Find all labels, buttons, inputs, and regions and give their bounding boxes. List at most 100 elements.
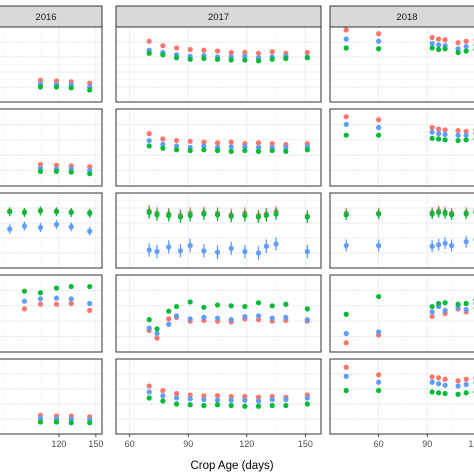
data-point-s2 bbox=[201, 143, 207, 149]
data-point-s3 bbox=[283, 55, 289, 62]
panel-2016-row-2 bbox=[0, 108, 103, 187]
data-point-s2 bbox=[68, 416, 74, 422]
data-point-s3 bbox=[228, 148, 234, 154]
data-point-s1 bbox=[442, 376, 448, 382]
data-point-s2 bbox=[146, 325, 152, 331]
x-tick-label: 120 bbox=[239, 439, 254, 449]
data-point-s3 bbox=[343, 45, 349, 51]
data-point-s3 bbox=[304, 401, 310, 407]
data-point-s2 bbox=[242, 53, 248, 59]
data-point-s3 bbox=[201, 211, 207, 217]
data-point-s1 bbox=[53, 162, 60, 168]
data-point-s2 bbox=[173, 313, 180, 319]
panel-2018-row-1 bbox=[329, 26, 474, 103]
data-point-s1 bbox=[429, 313, 435, 320]
data-point-s2 bbox=[154, 330, 160, 337]
data-point-s3 bbox=[429, 135, 435, 141]
data-point-s3 bbox=[429, 211, 435, 217]
data-point-s2 bbox=[304, 395, 310, 401]
data-point-s2 bbox=[228, 397, 234, 403]
data-point-s3 bbox=[442, 390, 448, 397]
data-point-s1 bbox=[37, 301, 44, 307]
data-point-s3 bbox=[463, 390, 469, 396]
data-point-s2 bbox=[255, 313, 262, 319]
data-point-s2 bbox=[442, 307, 448, 314]
data-point-s2 bbox=[436, 242, 442, 248]
data-point-s3 bbox=[448, 212, 455, 218]
data-point-s1 bbox=[376, 117, 382, 123]
data-point-s1 bbox=[455, 378, 461, 384]
data-point-s2 bbox=[442, 240, 448, 246]
panel-border bbox=[329, 108, 474, 187]
data-point-s3 bbox=[242, 303, 248, 310]
data-point-s2 bbox=[214, 315, 221, 321]
data-point-s1 bbox=[436, 126, 442, 132]
data-point-s2 bbox=[255, 398, 262, 404]
data-point-s3 bbox=[160, 398, 166, 404]
data-point-s3 bbox=[455, 49, 461, 56]
data-point-s2 bbox=[255, 250, 262, 256]
data-point-s2 bbox=[160, 141, 166, 148]
panel-2017-row-4 bbox=[115, 274, 322, 353]
data-point-s1 bbox=[463, 128, 469, 134]
data-point-s3 bbox=[214, 402, 221, 408]
data-point-s1 bbox=[146, 38, 152, 44]
panel-border bbox=[0, 358, 103, 435]
data-point-s3 bbox=[173, 55, 180, 61]
data-point-s1 bbox=[376, 31, 382, 37]
data-point-s3 bbox=[269, 402, 275, 409]
data-point-s2 bbox=[160, 393, 166, 399]
x-tick-label: 120 bbox=[468, 439, 474, 449]
data-point-s1 bbox=[154, 335, 160, 341]
data-point-s2 bbox=[436, 42, 442, 48]
data-point-s2 bbox=[214, 397, 221, 403]
facet-strip-label: 2017 bbox=[208, 12, 229, 23]
data-point-s3 bbox=[53, 285, 60, 291]
data-point-s3 bbox=[37, 419, 44, 425]
data-point-s3 bbox=[68, 85, 74, 91]
data-point-s3 bbox=[146, 395, 152, 401]
data-point-s3 bbox=[53, 209, 60, 215]
data-point-s2 bbox=[376, 124, 382, 131]
data-point-s1 bbox=[201, 139, 207, 145]
data-point-s1 bbox=[304, 49, 310, 56]
panel-2016-row-1 bbox=[0, 26, 103, 103]
data-point-s1 bbox=[228, 49, 234, 56]
panel-border bbox=[0, 274, 103, 353]
data-point-s1 bbox=[37, 77, 44, 83]
data-point-s3 bbox=[21, 288, 28, 294]
data-point-s3 bbox=[37, 168, 44, 174]
data-point-s3 bbox=[463, 137, 469, 143]
data-point-s3 bbox=[343, 387, 349, 394]
panel-border bbox=[115, 108, 322, 187]
data-point-s3 bbox=[177, 214, 184, 220]
data-point-s1 bbox=[255, 317, 262, 323]
data-point-s2 bbox=[146, 137, 152, 144]
data-point-s2 bbox=[429, 309, 435, 315]
data-point-s3 bbox=[87, 210, 93, 216]
data-point-s3 bbox=[53, 419, 60, 425]
data-point-s1 bbox=[436, 36, 442, 42]
data-point-s2 bbox=[177, 248, 184, 254]
data-point-s3 bbox=[304, 306, 310, 312]
data-point-s2 bbox=[37, 224, 44, 231]
data-point-s2 bbox=[376, 38, 382, 44]
data-point-s2 bbox=[269, 396, 275, 403]
data-point-s3 bbox=[154, 212, 160, 218]
data-point-s3 bbox=[283, 402, 289, 409]
data-point-s3 bbox=[7, 209, 13, 215]
data-point-s1 bbox=[187, 46, 193, 53]
data-point-s1 bbox=[442, 37, 448, 43]
data-point-s1 bbox=[37, 161, 44, 168]
data-point-s1 bbox=[343, 364, 349, 370]
data-point-s2 bbox=[448, 242, 455, 249]
data-point-s1 bbox=[255, 50, 262, 56]
data-point-s1 bbox=[87, 164, 93, 170]
data-point-s1 bbox=[87, 307, 93, 314]
panel-border bbox=[115, 192, 322, 269]
data-point-s1 bbox=[429, 374, 435, 380]
data-point-s3 bbox=[263, 212, 269, 219]
x-tick-label: 150 bbox=[298, 439, 313, 449]
data-point-s3 bbox=[214, 302, 221, 308]
data-point-s2 bbox=[7, 226, 13, 232]
